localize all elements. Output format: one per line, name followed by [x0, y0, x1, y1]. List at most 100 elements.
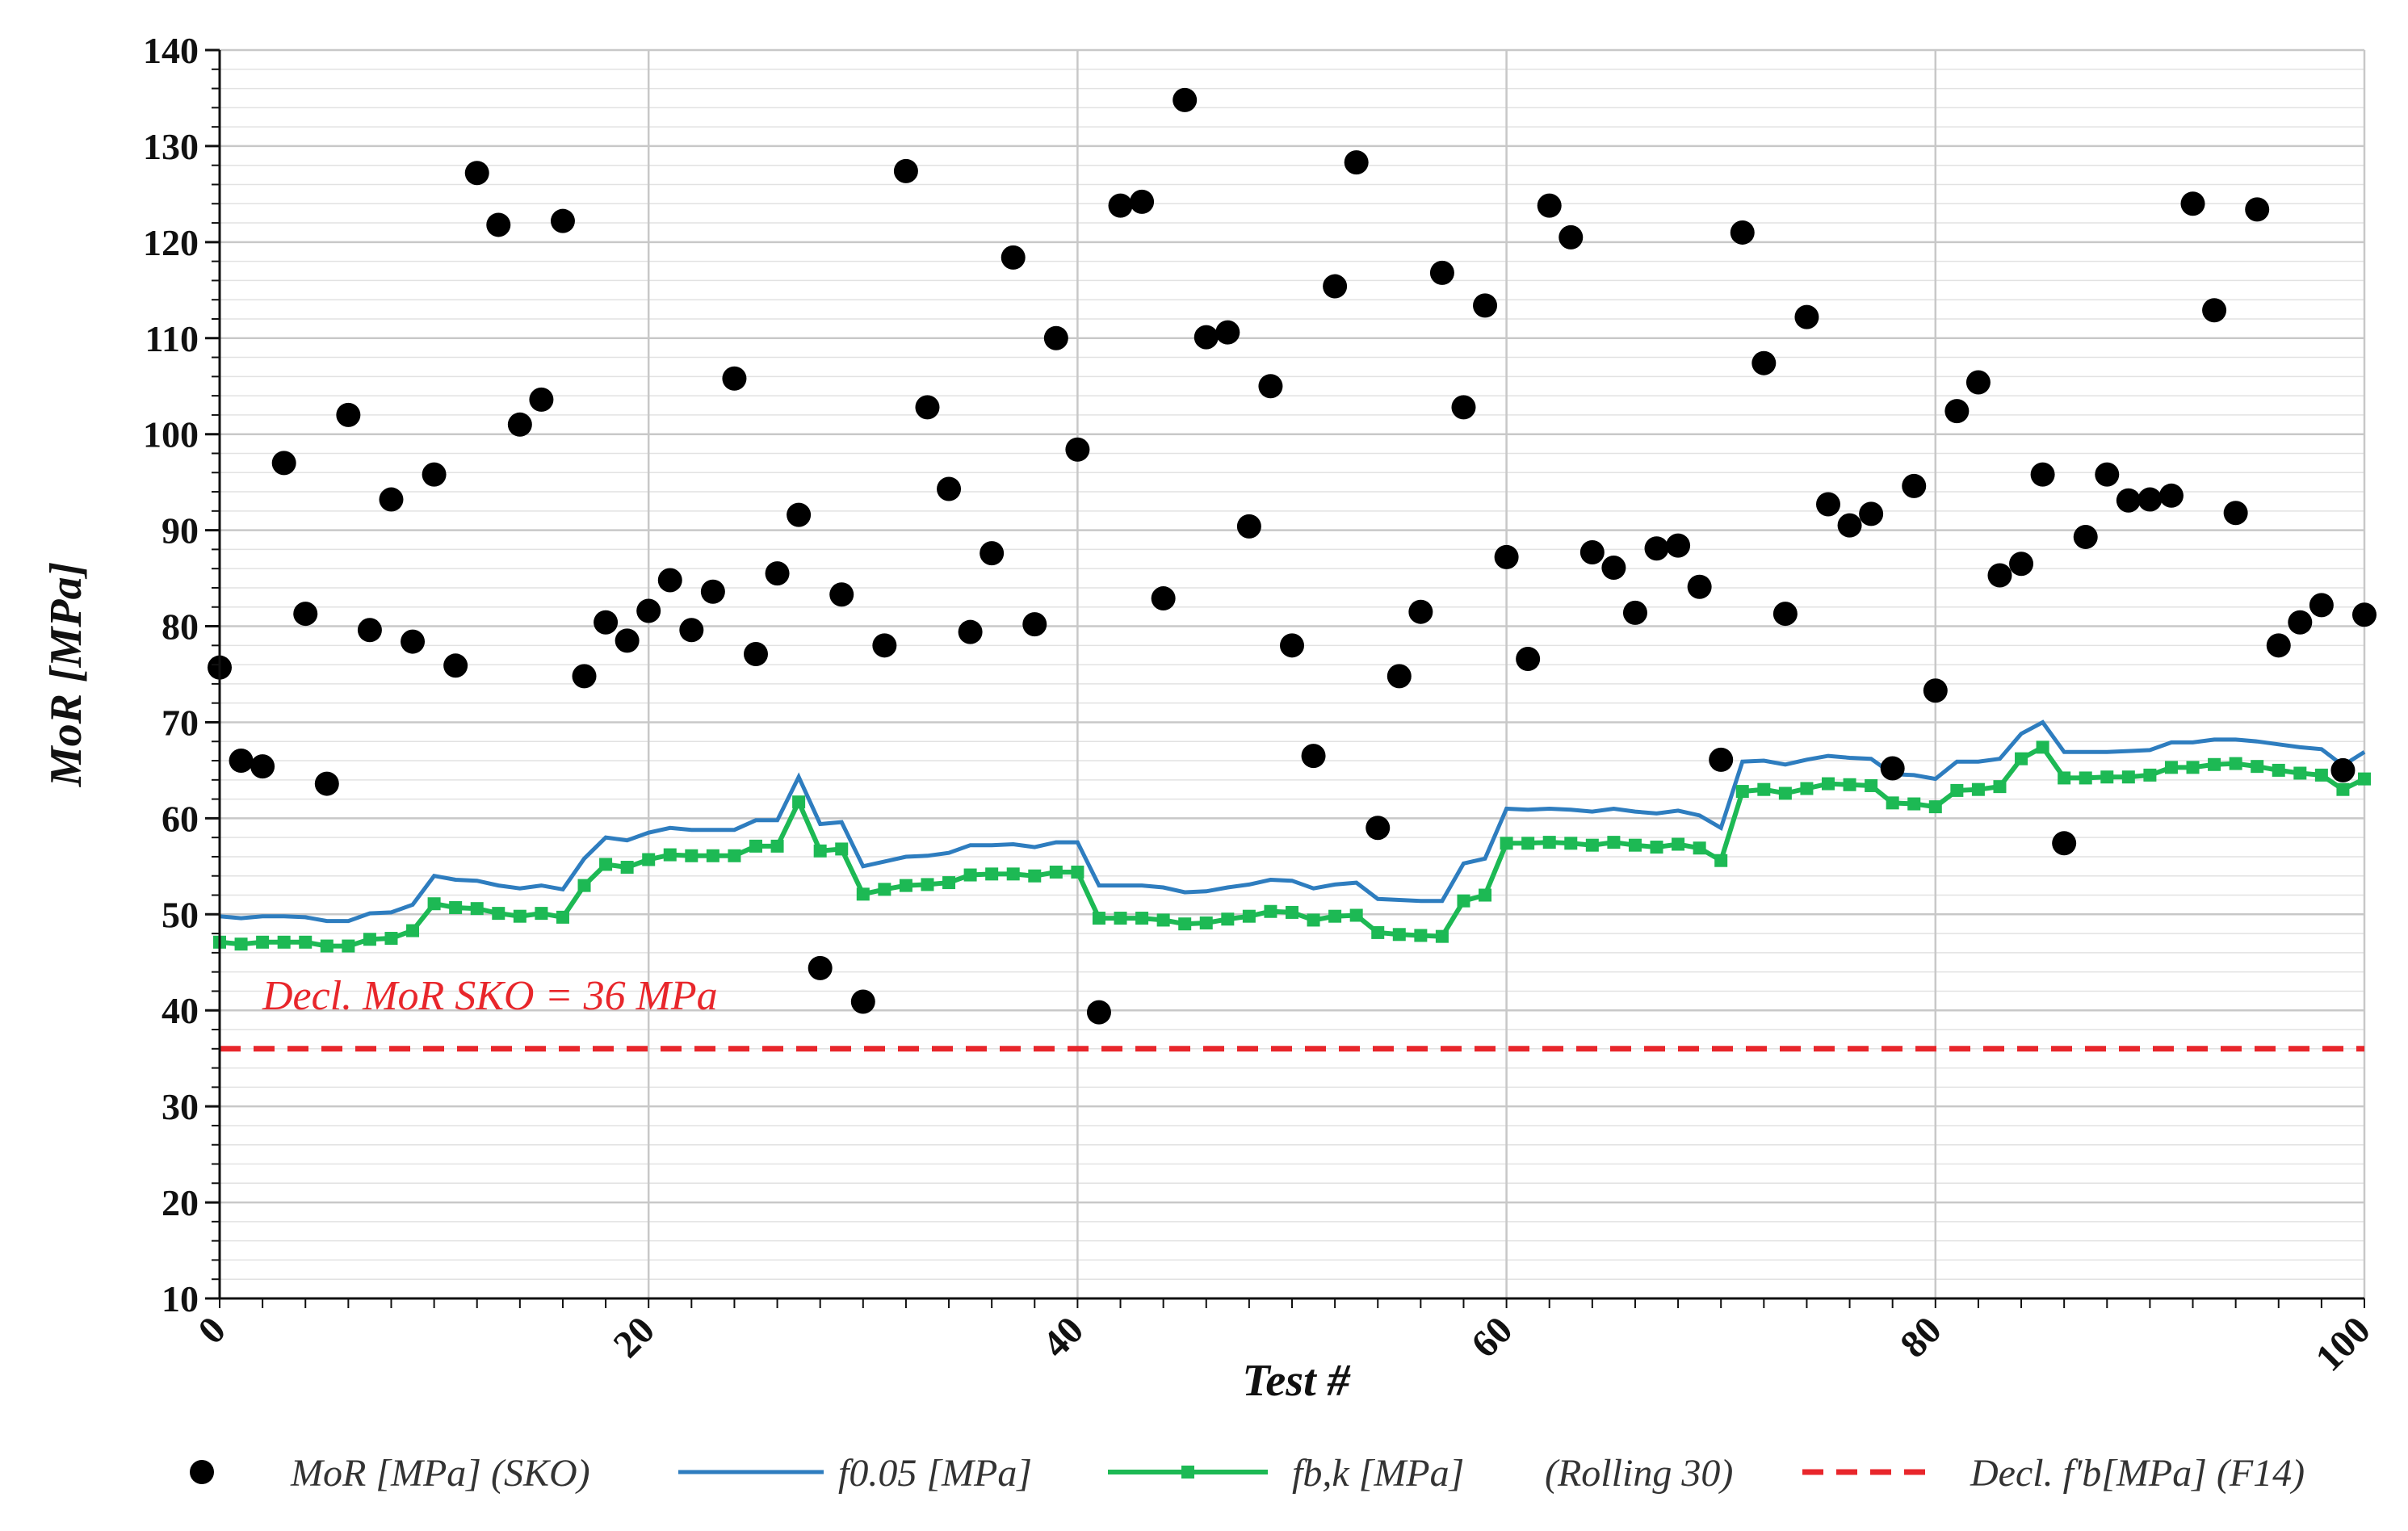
mor-point — [1687, 574, 1712, 599]
mor-point — [980, 541, 1005, 566]
fbk-point — [1028, 869, 1042, 883]
mor-point — [1386, 664, 1412, 689]
mor-point — [1579, 539, 1605, 564]
mor-point — [2158, 483, 2184, 508]
y-tick-label: 120 — [143, 222, 199, 263]
legend-symbol-mor-marker — [190, 1460, 214, 1484]
mor-point — [1194, 325, 1219, 350]
fbk-point — [856, 887, 870, 901]
fbk-point — [427, 897, 441, 911]
legend-item-fbk: fb,k [MPa] — [1108, 1452, 1464, 1495]
fbk-point — [1242, 909, 1256, 923]
legend: MoR [MPa] (SKO) f0.05 [MPa] fb,k [MPa] (… — [190, 1452, 2305, 1495]
mor-point — [1709, 747, 1734, 772]
mor-point — [594, 610, 619, 635]
fbk-point — [1414, 929, 1428, 942]
mor-point — [2352, 602, 2377, 627]
mor-point — [250, 754, 275, 779]
fbk-point — [1800, 782, 1814, 795]
mor-point — [2116, 488, 2141, 513]
fbk-point — [1114, 912, 1127, 925]
mor-point — [1473, 293, 1498, 318]
mor-point — [1987, 563, 2012, 588]
legend-item-f005: f0.05 [MPa] — [678, 1452, 1032, 1495]
mor-point — [1644, 536, 1669, 561]
mor-point — [1837, 513, 1862, 538]
fbk-point — [1071, 865, 1084, 879]
fbk-point — [921, 878, 934, 891]
mor-point — [422, 462, 447, 487]
mor-point — [2202, 298, 2227, 323]
fbk-point — [2015, 752, 2028, 766]
mor-point — [293, 602, 318, 627]
mor-point — [722, 366, 747, 391]
mor-point — [1215, 320, 1240, 345]
fbk-point — [535, 907, 548, 921]
x-tick-label: 60 — [1463, 1308, 1521, 1365]
mor-point — [2309, 593, 2334, 618]
mor-point — [1258, 374, 1283, 399]
mor-point — [1173, 87, 1198, 112]
fbk-point — [792, 795, 806, 809]
fbk-point — [620, 861, 634, 875]
x-tick-label: 20 — [606, 1308, 663, 1365]
fbk-point — [1886, 796, 1899, 810]
fbk-point — [470, 902, 484, 916]
mor-point — [229, 749, 254, 774]
fbk-point — [1221, 912, 1235, 926]
legend-item-rolling: (Rolling 30) — [1545, 1452, 1733, 1495]
fbk-point — [2293, 766, 2307, 780]
mor-point — [379, 487, 404, 512]
mor-point — [1301, 744, 1326, 769]
fbk-point — [1607, 836, 1621, 849]
fbk-point — [2100, 770, 2114, 784]
mor-point — [700, 579, 725, 604]
declared-mor-annotation: Decl. MoR SKO = 36 MPa — [262, 973, 718, 1019]
series-f005-line — [219, 719, 2366, 924]
fbk-point — [728, 849, 741, 862]
mor-point — [2330, 757, 2356, 782]
fbk-point — [1392, 928, 1406, 942]
mor-point — [2245, 197, 2270, 222]
mor-point — [1902, 473, 1927, 498]
y-tick-label: 90 — [162, 510, 199, 552]
fbk-point — [2208, 757, 2221, 771]
mor-point — [1236, 514, 1261, 539]
fbk-point — [2358, 772, 2371, 786]
fbk-point — [2143, 768, 2157, 782]
fbk-point — [1328, 909, 1342, 923]
fbk-point — [749, 839, 762, 853]
fbk-point — [878, 883, 891, 896]
legend-item-mor: MoR [MPa] (SKO) — [190, 1452, 590, 1495]
fbk-point — [556, 910, 569, 924]
mor-point — [2288, 610, 2313, 635]
fbk-point — [1693, 841, 1706, 855]
mor-point — [1944, 399, 1970, 424]
fbk-point — [985, 867, 999, 881]
y-tick-label: 60 — [162, 798, 199, 839]
mor-point — [336, 402, 361, 427]
legend-label-mor: MoR [MPa] (SKO) — [290, 1452, 590, 1495]
mor-point — [550, 208, 575, 233]
legend-symbol-fbk-marker — [1181, 1466, 1194, 1479]
fbk-point — [1585, 838, 1599, 852]
y-tick-label: 80 — [162, 606, 199, 648]
fbk-point — [1199, 917, 1213, 930]
fbk-point — [813, 844, 827, 858]
fbk-point — [1049, 865, 1063, 879]
fbk-point — [1714, 854, 1728, 867]
mor-point — [1601, 555, 1626, 580]
fbk-point — [1822, 777, 1835, 791]
y-tick-label: 20 — [162, 1182, 199, 1223]
fbk-point — [2229, 757, 2242, 770]
mor-point — [1451, 395, 1476, 420]
mor-point — [744, 642, 768, 667]
y-tick-label: 110 — [145, 318, 199, 359]
fbk-point — [1135, 912, 1149, 925]
y-tick-label: 70 — [162, 702, 199, 743]
fbk-point — [277, 935, 291, 949]
fbk-point — [342, 939, 355, 953]
fbk-point — [320, 939, 334, 953]
mor-point — [1923, 678, 1948, 703]
fbk-point — [963, 868, 977, 882]
